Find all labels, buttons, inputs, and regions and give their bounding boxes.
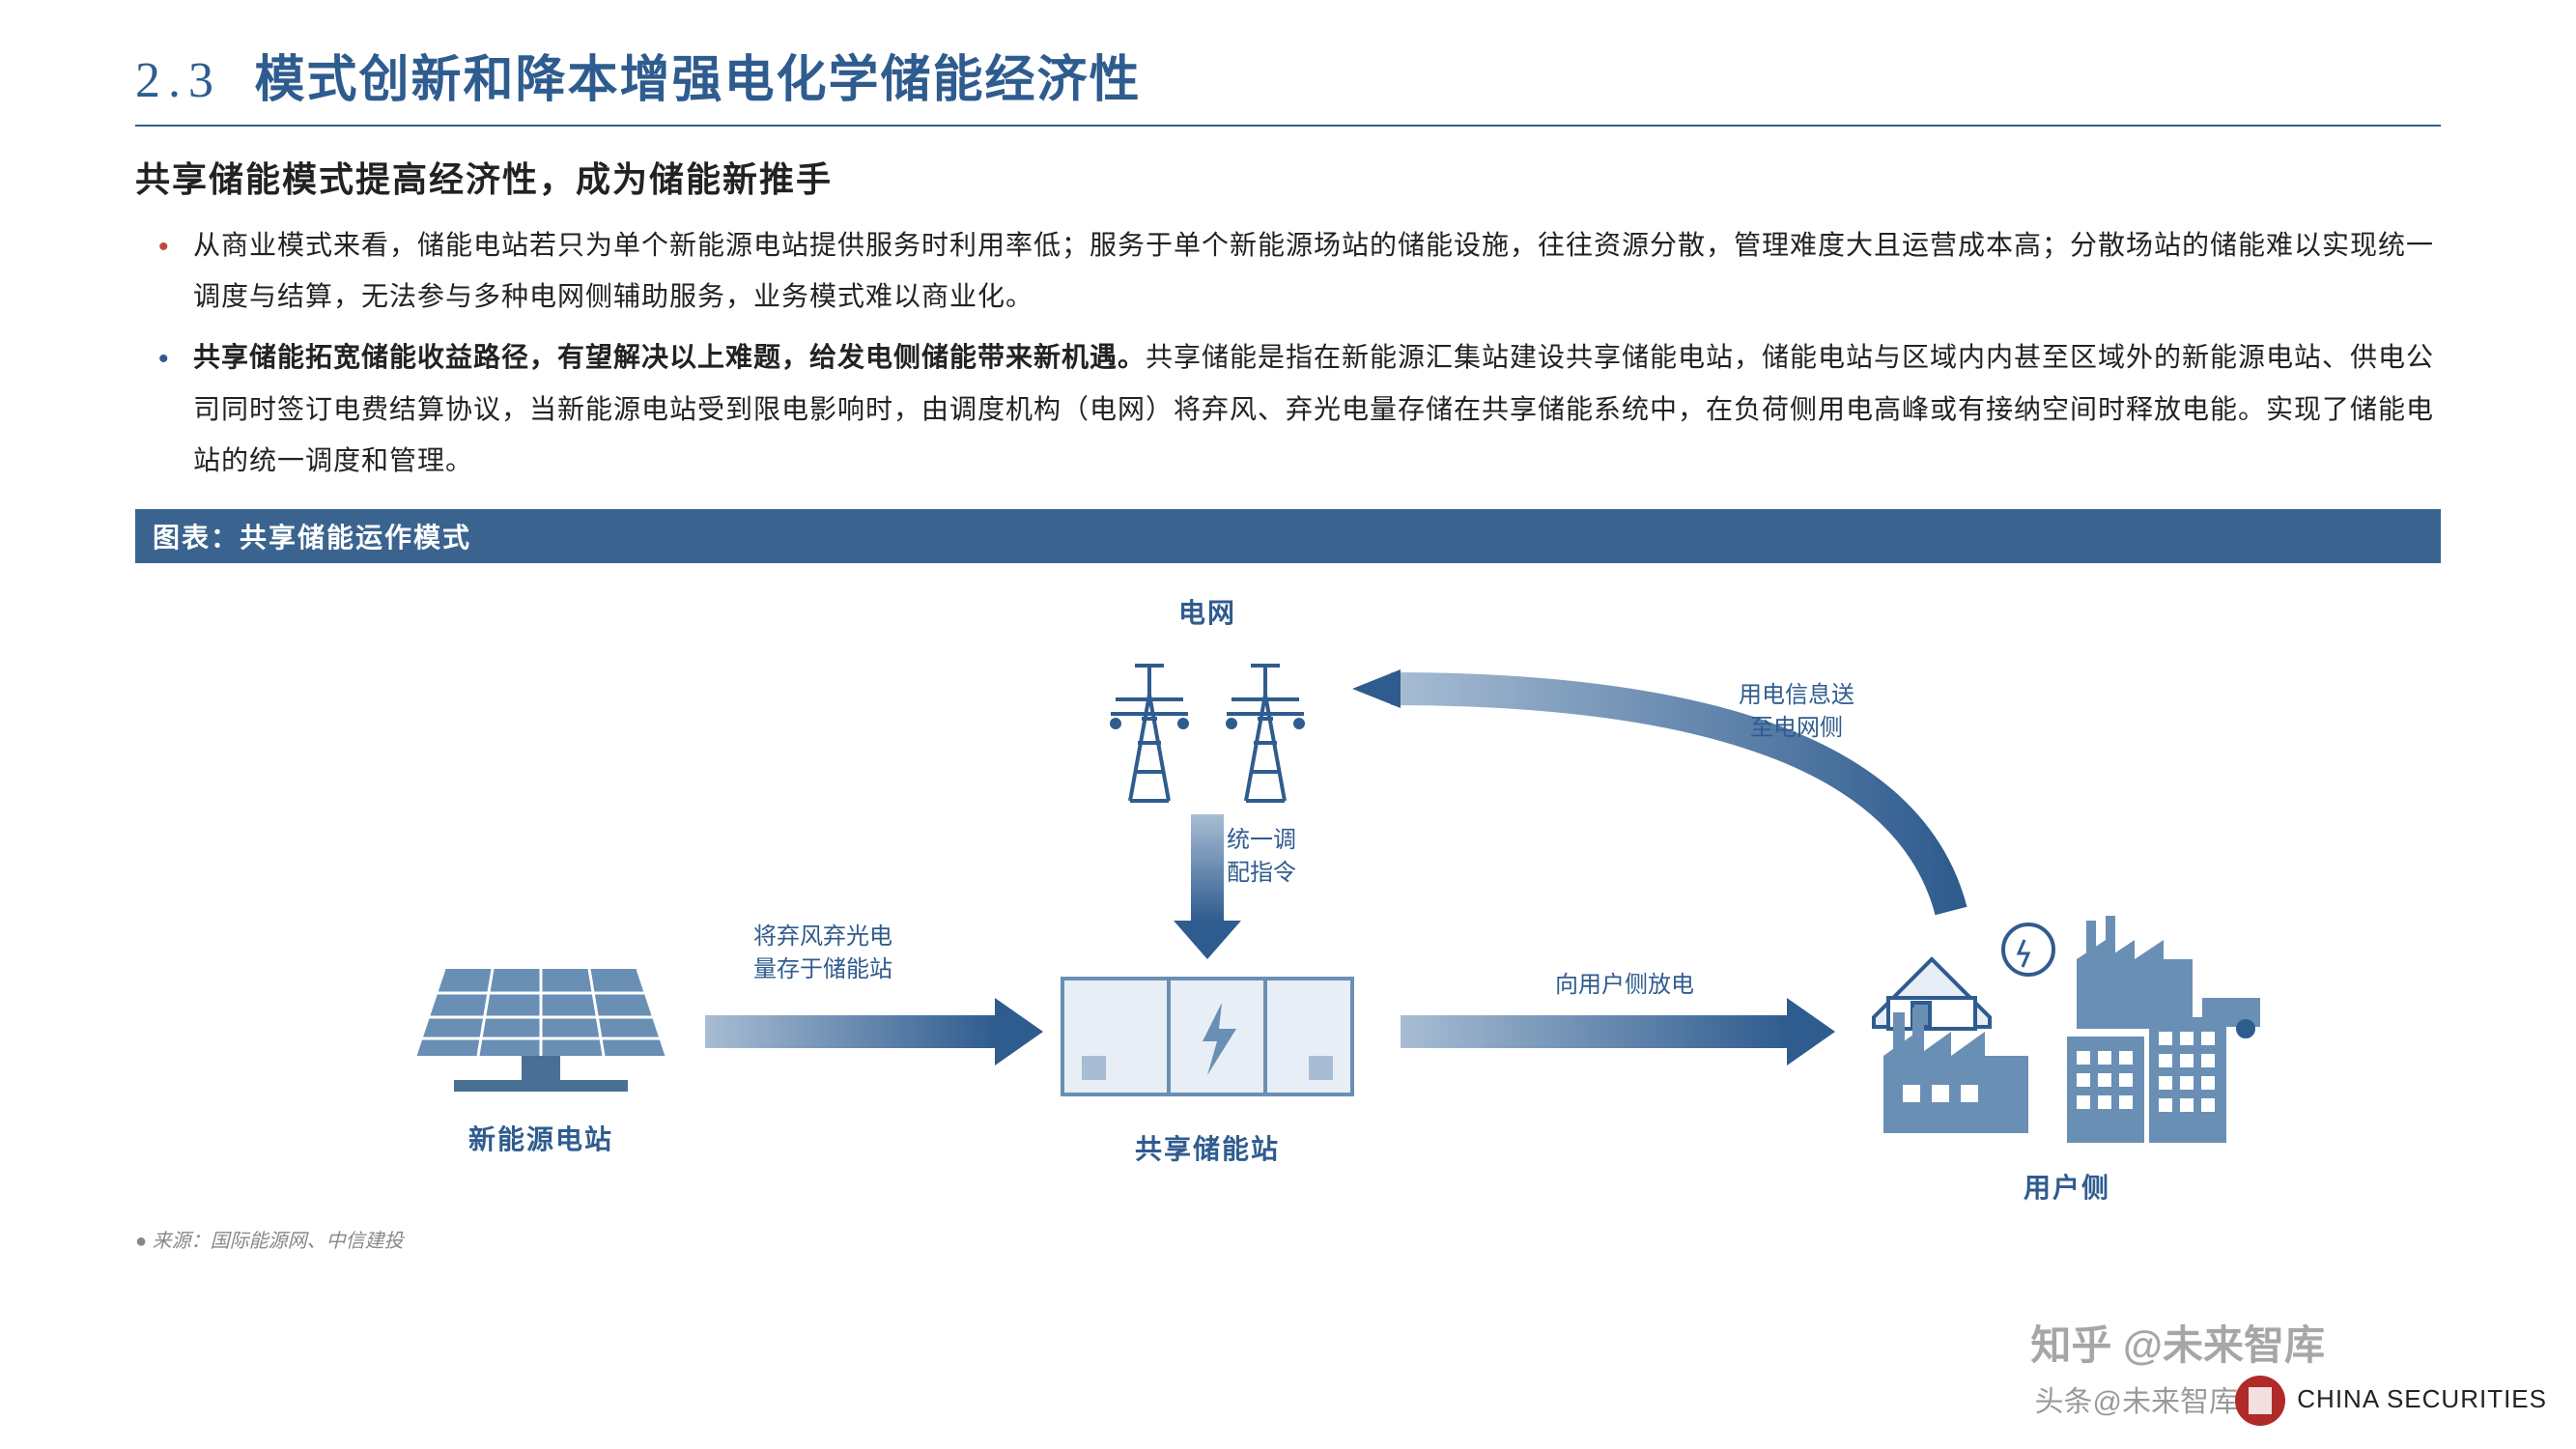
bullet-item: 共享储能拓宽储能收益路径，有望解决以上难题，给发电侧储能带来新机遇。共享储能是指… [193,331,2441,486]
storage-container-icon [1043,959,1372,1114]
node-label: 电网 [1082,592,1333,631]
solar-panel-icon [396,950,686,1104]
chart-source: ● 来源：国际能源网、中信建投 [135,1225,404,1253]
logo-icon [2231,1372,2289,1430]
slide-title: 模式创新和降本增强电化学储能经济性 [254,39,1141,111]
flowchart-diagram: 电网 [135,563,2441,1259]
node-storage: 共享储能站 [1043,959,1372,1167]
node-label: 用户侧 [1854,1167,2279,1206]
section-number: 2.3 [135,52,221,109]
watermark-text-2: 头条@未来智库 [2035,1378,2238,1420]
edge-label: 将弃风弃光电量存于储能站 [753,921,892,985]
brand-logo: CHINA SECURITIES [2231,1372,2547,1430]
node-user: 用户侧 [1854,901,2279,1206]
arrow-user-to-grid [1352,669,1951,911]
watermark-text: 知乎 @未来智库 [2030,1313,2325,1372]
node-grid: 电网 [1082,582,1333,815]
bullet-item: 从商业模式来看，储能电站若只为单个新能源电站提供服务时利用率低；服务于单个新能源… [193,219,2441,322]
chart-title-bar: 图表：共享储能运作模式 [135,509,2441,563]
grid-tower-icon [1082,637,1333,810]
node-label: 共享储能站 [1043,1128,1372,1167]
brand-name: CHINA SECURITIES [2297,1384,2547,1413]
node-solar: 新能源电站 [396,950,686,1157]
arrow-storage-to-user [1401,998,1835,1065]
bullet-bold: 共享储能拓宽储能收益路径，有望解决以上难题，给发电侧储能带来新机遇。 [193,342,1146,372]
slide-header: 2.3 模式创新和降本增强电化学储能经济性 [135,39,2441,127]
user-buildings-icon [1854,901,2279,1152]
slide-subtitle: 共享储能模式提高经济性，成为储能新推手 [135,152,2441,202]
edge-label: 向用户侧放电 [1555,969,1694,1002]
bullet-list: 从商业模式来看，储能电站若只为单个新能源电站提供服务时利用率低；服务于单个新能源… [135,219,2441,486]
title-divider [135,125,2441,127]
arrow-solar-to-storage [705,998,1043,1065]
bullet-text: 从商业模式来看，储能电站若只为单个新能源电站提供服务时利用率低；服务于单个新能源… [193,230,2434,311]
edge-label: 用电信息送至电网侧 [1739,679,1854,744]
edge-label: 统一调配指令 [1227,824,1296,889]
node-label: 新能源电站 [396,1119,686,1157]
